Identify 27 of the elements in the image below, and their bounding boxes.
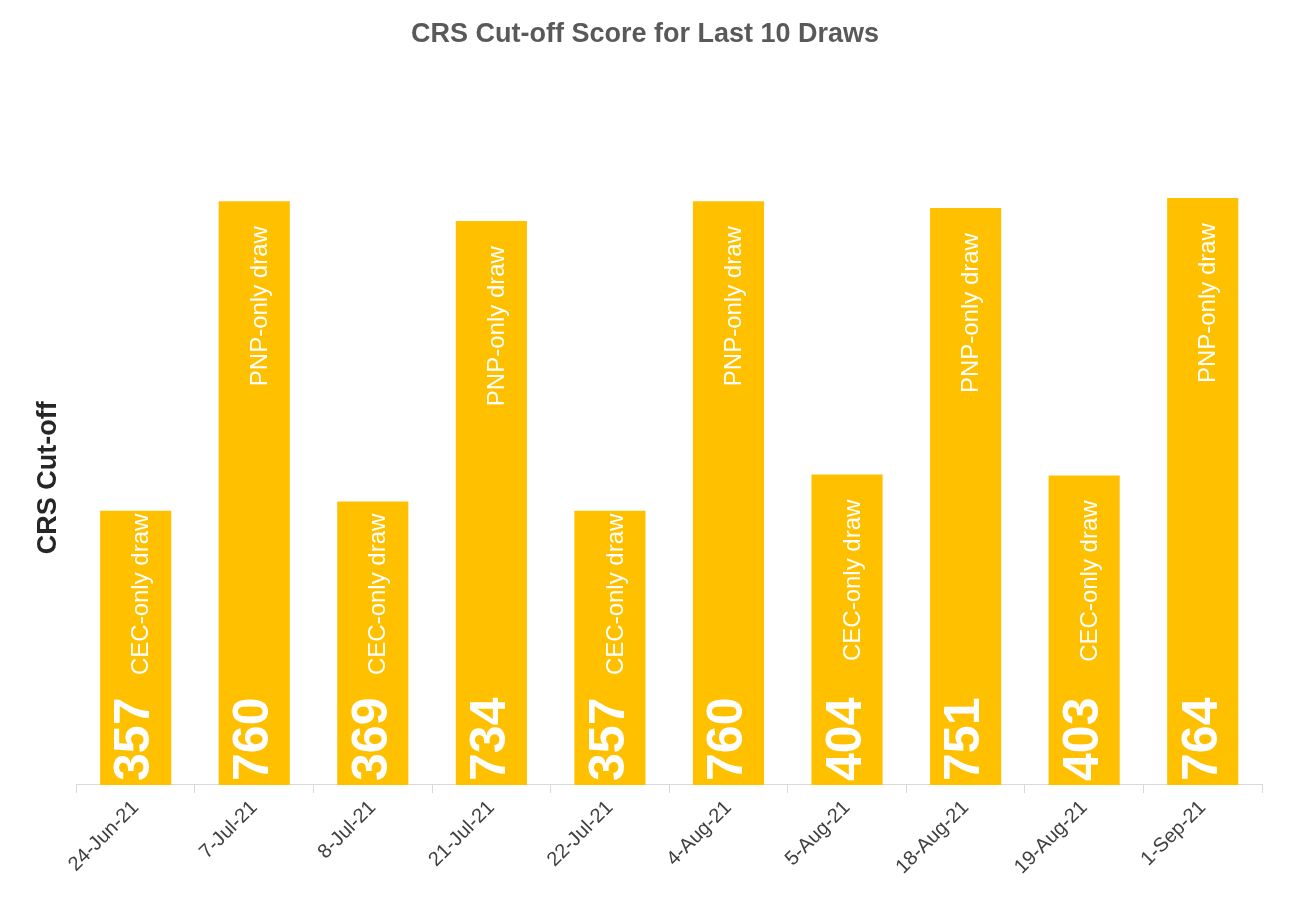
annotation: CEC-only draw bbox=[1074, 499, 1102, 662]
bar bbox=[692, 201, 765, 785]
annotation: PNP-only draw bbox=[719, 225, 747, 387]
bar bbox=[455, 221, 527, 785]
annotation: CEC-only draw bbox=[837, 498, 865, 661]
data-label: 734 bbox=[460, 697, 517, 781]
bar bbox=[1167, 198, 1239, 785]
data-label: 357 bbox=[104, 697, 161, 781]
data-label: 369 bbox=[341, 697, 398, 781]
bar bbox=[930, 208, 1002, 785]
data-label: 403 bbox=[1052, 697, 1109, 781]
y-axis-title: CRS Cut-off bbox=[31, 400, 62, 555]
annotation: CEC-only draw bbox=[600, 512, 628, 675]
data-label: 764 bbox=[1171, 697, 1228, 781]
data-label: 357 bbox=[578, 697, 635, 781]
annotation: CEC-only draw bbox=[126, 512, 154, 675]
annotation: PNP-only draw bbox=[956, 232, 984, 394]
data-label: 760 bbox=[697, 697, 754, 781]
bar bbox=[218, 201, 290, 785]
data-label: 404 bbox=[815, 697, 872, 781]
annotation: PNP-only draw bbox=[481, 245, 509, 407]
data-label: 751 bbox=[934, 697, 991, 781]
annotation: PNP-only draw bbox=[244, 225, 272, 387]
chart-title: CRS Cut-off Score for Last 10 Draws bbox=[410, 17, 880, 48]
annotation: PNP-only draw bbox=[1193, 222, 1221, 384]
annotation: CEC-only draw bbox=[363, 512, 391, 675]
data-label: 760 bbox=[223, 697, 280, 781]
